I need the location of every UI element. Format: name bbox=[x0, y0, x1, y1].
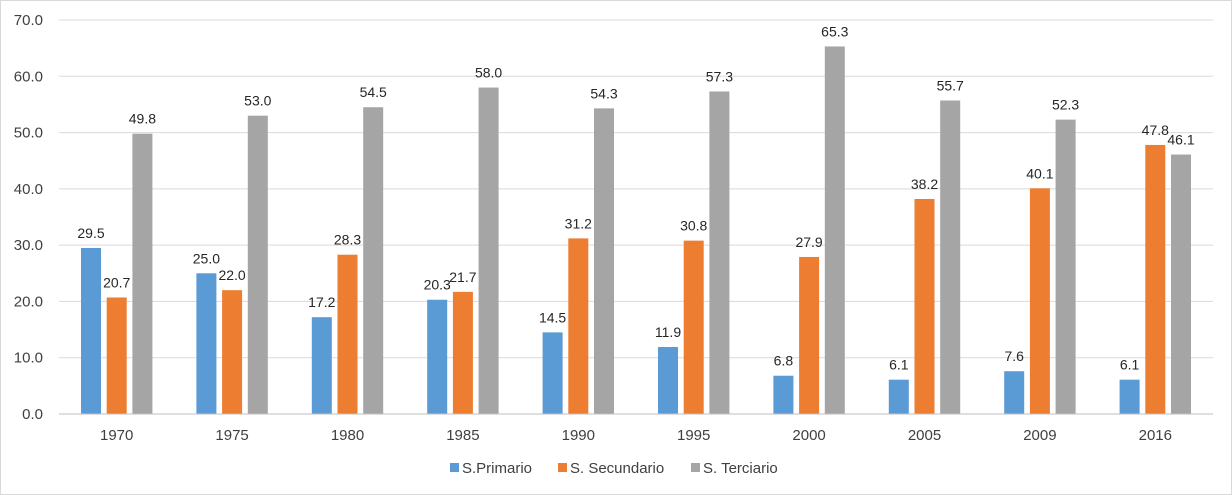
data-label: 20.7 bbox=[103, 274, 130, 290]
legend: S.Primario S. Secundario S. Terciario bbox=[450, 460, 778, 477]
data-label: 31.2 bbox=[565, 215, 592, 231]
data-label: 6.8 bbox=[774, 353, 794, 369]
bar-0-1980 bbox=[311, 317, 332, 414]
bar-0-1990 bbox=[542, 332, 563, 414]
data-label: 57.3 bbox=[706, 68, 733, 84]
x-tick-label: 1970 bbox=[100, 427, 133, 444]
bar-2-1995 bbox=[709, 91, 730, 415]
data-label: 58.0 bbox=[475, 65, 502, 81]
legend-label: S.Primario bbox=[462, 460, 532, 477]
legend-swatch bbox=[450, 463, 459, 472]
y-tick-label: 20.0 bbox=[14, 293, 43, 310]
bar-1-1995 bbox=[683, 240, 704, 414]
bar-1-2009 bbox=[1029, 188, 1050, 414]
bar-2-1975 bbox=[247, 115, 268, 414]
y-tick-label: 60.0 bbox=[14, 68, 43, 85]
data-label: 28.3 bbox=[334, 232, 361, 248]
data-label: 20.3 bbox=[424, 277, 451, 293]
data-label: 17.2 bbox=[308, 294, 335, 310]
x-tick-label: 2016 bbox=[1139, 427, 1172, 444]
bar-1-1980 bbox=[337, 254, 358, 414]
y-tick-label: 50.0 bbox=[14, 125, 43, 142]
y-tick-label: 10.0 bbox=[14, 350, 43, 367]
bar-2-1990 bbox=[594, 108, 614, 415]
bar-0-1985 bbox=[427, 299, 448, 414]
data-label: 7.6 bbox=[1004, 348, 1024, 364]
x-tick-label: 1980 bbox=[331, 427, 364, 444]
data-label: 6.1 bbox=[1120, 357, 1140, 373]
bar-1-2000 bbox=[799, 256, 820, 414]
legend-label: S. Secundario bbox=[570, 460, 664, 477]
data-label: 6.1 bbox=[889, 357, 909, 373]
legend-label: S. Terciario bbox=[703, 460, 778, 477]
data-label: 27.9 bbox=[795, 234, 822, 250]
bar-0-1970 bbox=[81, 247, 101, 414]
bar-0-2016 bbox=[1119, 379, 1140, 414]
y-tick-label: 40.0 bbox=[14, 181, 43, 198]
x-tick-label: 1995 bbox=[677, 427, 710, 444]
bar-0-2005 bbox=[888, 379, 909, 414]
bar-1-1970 bbox=[106, 297, 127, 414]
x-axis-ticks: 1970 1975 1980 1985 1990 1995 2000 2005 2009 2016 bbox=[100, 427, 1172, 444]
data-label: 54.5 bbox=[360, 84, 387, 100]
bar-0-1995 bbox=[658, 347, 678, 414]
data-label: 52.3 bbox=[1052, 97, 1079, 113]
bar-1-1985 bbox=[452, 291, 473, 414]
legend-swatch bbox=[558, 463, 567, 472]
bar-2-1970 bbox=[132, 133, 153, 414]
bar-0-2009 bbox=[1004, 371, 1025, 414]
y-axis-ticks: 0.0 10.0 20.0 30.0 40.0 50.0 60.0 70.0 bbox=[14, 12, 43, 423]
bar-2-2009 bbox=[1055, 119, 1076, 414]
bar-0-1975 bbox=[196, 273, 217, 414]
legend-swatch bbox=[691, 463, 700, 472]
y-tick-label: 30.0 bbox=[14, 237, 43, 254]
data-label: 22.0 bbox=[218, 267, 245, 283]
data-label: 11.9 bbox=[655, 324, 681, 340]
bar-0-2000 bbox=[773, 375, 794, 414]
data-label: 25.0 bbox=[193, 250, 220, 266]
data-labels: 29.5 20.7 49.8 25.022.0 53.0 17.2 28.3 54.5 20.3… bbox=[77, 23, 1194, 372]
data-label: 55.7 bbox=[937, 77, 964, 93]
data-label: 53.0 bbox=[244, 93, 271, 109]
data-label: 40.1 bbox=[1026, 165, 1053, 181]
data-label: 49.8 bbox=[129, 111, 156, 127]
data-label: 30.8 bbox=[680, 218, 707, 234]
bar-2-1985 bbox=[478, 87, 499, 415]
bar-1-1990 bbox=[568, 238, 589, 414]
x-tick-label: 2000 bbox=[792, 427, 825, 444]
bar-2-1980 bbox=[363, 107, 384, 414]
x-tick-label: 1990 bbox=[562, 427, 595, 444]
bar-1-1975 bbox=[222, 290, 243, 414]
bars bbox=[81, 46, 1191, 415]
x-tick-label: 2005 bbox=[908, 427, 941, 444]
data-label: 65.3 bbox=[821, 23, 848, 39]
y-tick-label: 0.0 bbox=[22, 406, 43, 423]
bar-1-2005 bbox=[914, 198, 935, 414]
data-label: 14.5 bbox=[539, 309, 566, 325]
y-tick-label: 70.0 bbox=[14, 12, 43, 29]
bar-2-2000 bbox=[824, 46, 845, 414]
data-label: 38.2 bbox=[911, 176, 938, 192]
x-tick-label: 2009 bbox=[1023, 427, 1056, 444]
data-label: 21.7 bbox=[449, 269, 476, 285]
data-label: 29.5 bbox=[77, 225, 104, 241]
bar-2-2005 bbox=[940, 100, 961, 414]
data-label: 54.3 bbox=[590, 85, 617, 101]
x-tick-label: 1985 bbox=[446, 427, 479, 444]
bar-1-2016 bbox=[1145, 144, 1166, 414]
x-tick-label: 1975 bbox=[215, 427, 248, 444]
data-label: 47.8 bbox=[1142, 122, 1169, 138]
bar-2-2016 bbox=[1171, 154, 1191, 414]
data-label: 46.1 bbox=[1167, 132, 1194, 148]
